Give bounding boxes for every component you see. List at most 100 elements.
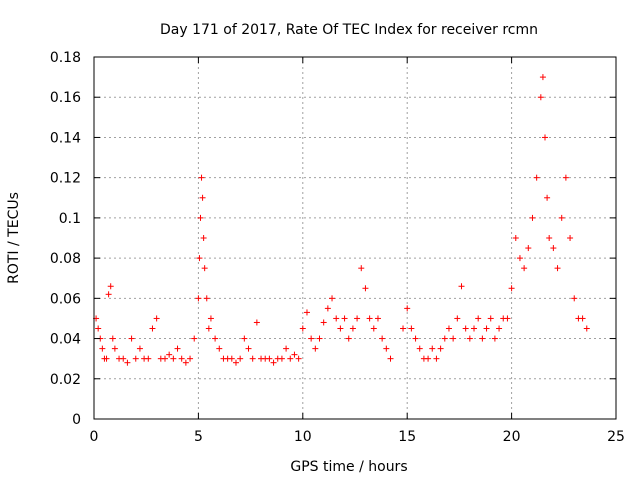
y-tick-label: 0.04: [50, 332, 81, 348]
data-point: [205, 325, 212, 332]
data-point: [471, 325, 478, 332]
y-tick-label: 0.06: [50, 291, 81, 307]
data-point: [174, 345, 181, 352]
data-point: [333, 315, 340, 322]
y-tick-label: 0.12: [50, 171, 81, 187]
y-tick-label: 0.18: [50, 50, 81, 66]
data-point: [283, 345, 290, 352]
data-point: [529, 214, 536, 221]
data-point: [153, 315, 160, 322]
data-point: [525, 245, 532, 252]
data-point: [404, 305, 411, 312]
data-point: [387, 355, 394, 362]
data-point: [237, 355, 244, 362]
data-point: [320, 319, 327, 326]
y-tick-label: 0.1: [59, 211, 81, 227]
data-point: [103, 355, 110, 362]
data-point: [308, 335, 315, 342]
x-tick-label: 20: [503, 429, 521, 445]
data-point: [199, 194, 206, 201]
data-point: [166, 351, 173, 358]
data-point: [483, 325, 490, 332]
data-point: [374, 315, 381, 322]
data-point: [379, 335, 386, 342]
data-point: [105, 291, 112, 298]
y-tick-label: 0.02: [50, 372, 81, 388]
data-point: [370, 325, 377, 332]
data-point: [303, 309, 310, 316]
data-point: [200, 235, 207, 241]
data-point: [324, 305, 331, 312]
data-point: [149, 325, 156, 332]
data-point: [433, 355, 440, 362]
y-tick-label: 0.16: [50, 90, 81, 106]
data-point: [270, 359, 277, 366]
data-point: [487, 315, 494, 322]
data-point: [533, 174, 540, 181]
x-axis-label: GPS time / hours: [290, 459, 407, 475]
x-tick-label: 15: [398, 429, 416, 445]
data-point: [491, 335, 498, 342]
data-point: [454, 315, 461, 322]
data-point: [99, 345, 106, 352]
data-point: [132, 355, 139, 362]
data-point: [232, 359, 239, 366]
data-point: [450, 335, 457, 342]
y-axis-label: ROTI / TECUs: [6, 192, 22, 284]
data-point: [195, 295, 202, 302]
data-point: [287, 355, 294, 362]
data-point: [161, 355, 168, 362]
data-point: [441, 335, 448, 342]
data-point: [136, 345, 143, 352]
data-point: [583, 325, 590, 332]
data-point: [412, 335, 419, 342]
data-point: [170, 355, 177, 362]
y-tick-label: 0.14: [50, 130, 81, 146]
data-point: [349, 325, 356, 332]
data-point: [145, 355, 152, 362]
data-point: [567, 235, 574, 241]
data-point: [504, 315, 511, 322]
data-point: [245, 345, 252, 352]
data-point: [196, 255, 203, 262]
y-tick-label: 0: [72, 412, 81, 428]
data-point: [544, 194, 551, 201]
data-points: [93, 74, 590, 366]
data-point: [516, 255, 523, 262]
data-point: [120, 355, 127, 362]
data-point: [111, 345, 118, 352]
data-point: [278, 355, 285, 362]
data-point: [187, 355, 194, 362]
data-point: [512, 235, 519, 241]
data-point: [329, 295, 336, 302]
data-point: [479, 335, 486, 342]
data-point: [299, 325, 306, 332]
data-point: [366, 315, 373, 322]
data-point: [291, 351, 298, 358]
data-point: [95, 325, 102, 332]
data-point: [429, 345, 436, 352]
y-tick-label: 0.08: [50, 251, 81, 267]
data-point: [124, 359, 131, 366]
data-point: [475, 315, 482, 322]
chart-title: Day 171 of 2017, Rate Of TEC Index for r…: [160, 22, 538, 38]
x-tick-label: 10: [294, 429, 312, 445]
x-tick-label: 5: [194, 429, 203, 445]
data-point: [571, 295, 578, 302]
data-point: [337, 325, 344, 332]
data-point: [198, 174, 205, 181]
data-point: [554, 265, 561, 272]
data-point: [425, 355, 432, 362]
data-point: [437, 345, 444, 352]
data-point: [241, 335, 248, 342]
y-tick-labels: 0 0.02 0.04 0.06 0.08 0.1 0.12 0.14 0.16 0.18: [50, 50, 81, 428]
data-point: [416, 345, 423, 352]
data-point: [542, 134, 549, 141]
data-point: [212, 335, 219, 342]
data-point: [109, 335, 116, 342]
data-point: [562, 174, 569, 181]
data-point: [312, 345, 319, 352]
data-point: [496, 325, 503, 332]
x-tick-label: 0: [90, 429, 99, 445]
